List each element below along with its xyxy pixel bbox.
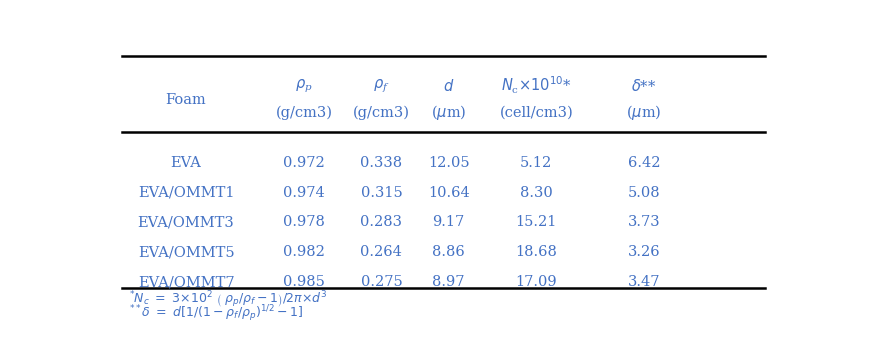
Text: 12.05: 12.05 xyxy=(428,156,469,170)
Text: 0.985: 0.985 xyxy=(283,276,325,289)
Text: $^{**}\delta\ =\ d[1/(1 - \rho_f/\rho_p)^{1/2} - 1]$: $^{**}\delta\ =\ d[1/(1 - \rho_f/\rho_p)… xyxy=(129,304,303,324)
Text: 0.338: 0.338 xyxy=(361,156,402,170)
Text: 3.73: 3.73 xyxy=(627,215,660,229)
Text: $d$: $d$ xyxy=(443,78,454,94)
Text: 3.26: 3.26 xyxy=(627,245,660,260)
Text: (g/cm3): (g/cm3) xyxy=(275,105,333,119)
Text: 6.42: 6.42 xyxy=(627,156,660,170)
Text: ($\mu$m): ($\mu$m) xyxy=(627,103,662,122)
Text: 8.86: 8.86 xyxy=(433,245,465,260)
Text: (g/cm3): (g/cm3) xyxy=(353,105,410,119)
Text: 17.09: 17.09 xyxy=(515,276,557,289)
Text: EVA/OMMT7: EVA/OMMT7 xyxy=(138,276,235,289)
Text: 0.264: 0.264 xyxy=(361,245,402,260)
Text: 0.972: 0.972 xyxy=(283,156,325,170)
Text: $\delta$**: $\delta$** xyxy=(632,78,657,94)
Text: 0.982: 0.982 xyxy=(283,245,325,260)
Text: EVA/OMMT5: EVA/OMMT5 xyxy=(138,245,235,260)
Text: 0.283: 0.283 xyxy=(361,215,402,229)
Text: 8.30: 8.30 xyxy=(520,186,553,200)
Text: $N_\mathregular{c}{\times}10^{10}$*: $N_\mathregular{c}{\times}10^{10}$* xyxy=(501,75,572,96)
Text: $\rho_\mathregular{p}$: $\rho_\mathregular{p}$ xyxy=(295,77,313,95)
Text: 10.64: 10.64 xyxy=(428,186,469,200)
Text: 5.12: 5.12 xyxy=(521,156,553,170)
Text: ($\mu$m): ($\mu$m) xyxy=(431,103,467,122)
Text: 8.97: 8.97 xyxy=(433,276,465,289)
Text: 0.315: 0.315 xyxy=(361,186,402,200)
Text: $\rho_\mathregular{f}$: $\rho_\mathregular{f}$ xyxy=(373,77,389,95)
Text: (cell/cm3): (cell/cm3) xyxy=(500,105,574,119)
Text: 0.275: 0.275 xyxy=(361,276,402,289)
Text: 18.68: 18.68 xyxy=(515,245,557,260)
Text: Foam: Foam xyxy=(166,93,207,107)
Text: 9.17: 9.17 xyxy=(433,215,465,229)
Text: EVA/OMMT3: EVA/OMMT3 xyxy=(137,215,235,229)
Text: 5.08: 5.08 xyxy=(627,186,660,200)
Text: 0.974: 0.974 xyxy=(283,186,325,200)
Text: 15.21: 15.21 xyxy=(515,215,557,229)
Text: EVA: EVA xyxy=(170,156,202,170)
Text: 0.978: 0.978 xyxy=(283,215,325,229)
Text: $^{*}N_c\ =\ 3{\times}10^2\ \left(\ \rho_p/\rho_f - 1\right)/2\pi{\times}d^3$: $^{*}N_c\ =\ 3{\times}10^2\ \left(\ \rho… xyxy=(129,289,328,310)
Text: 3.47: 3.47 xyxy=(627,276,660,289)
Text: EVA/OMMT1: EVA/OMMT1 xyxy=(138,186,235,200)
